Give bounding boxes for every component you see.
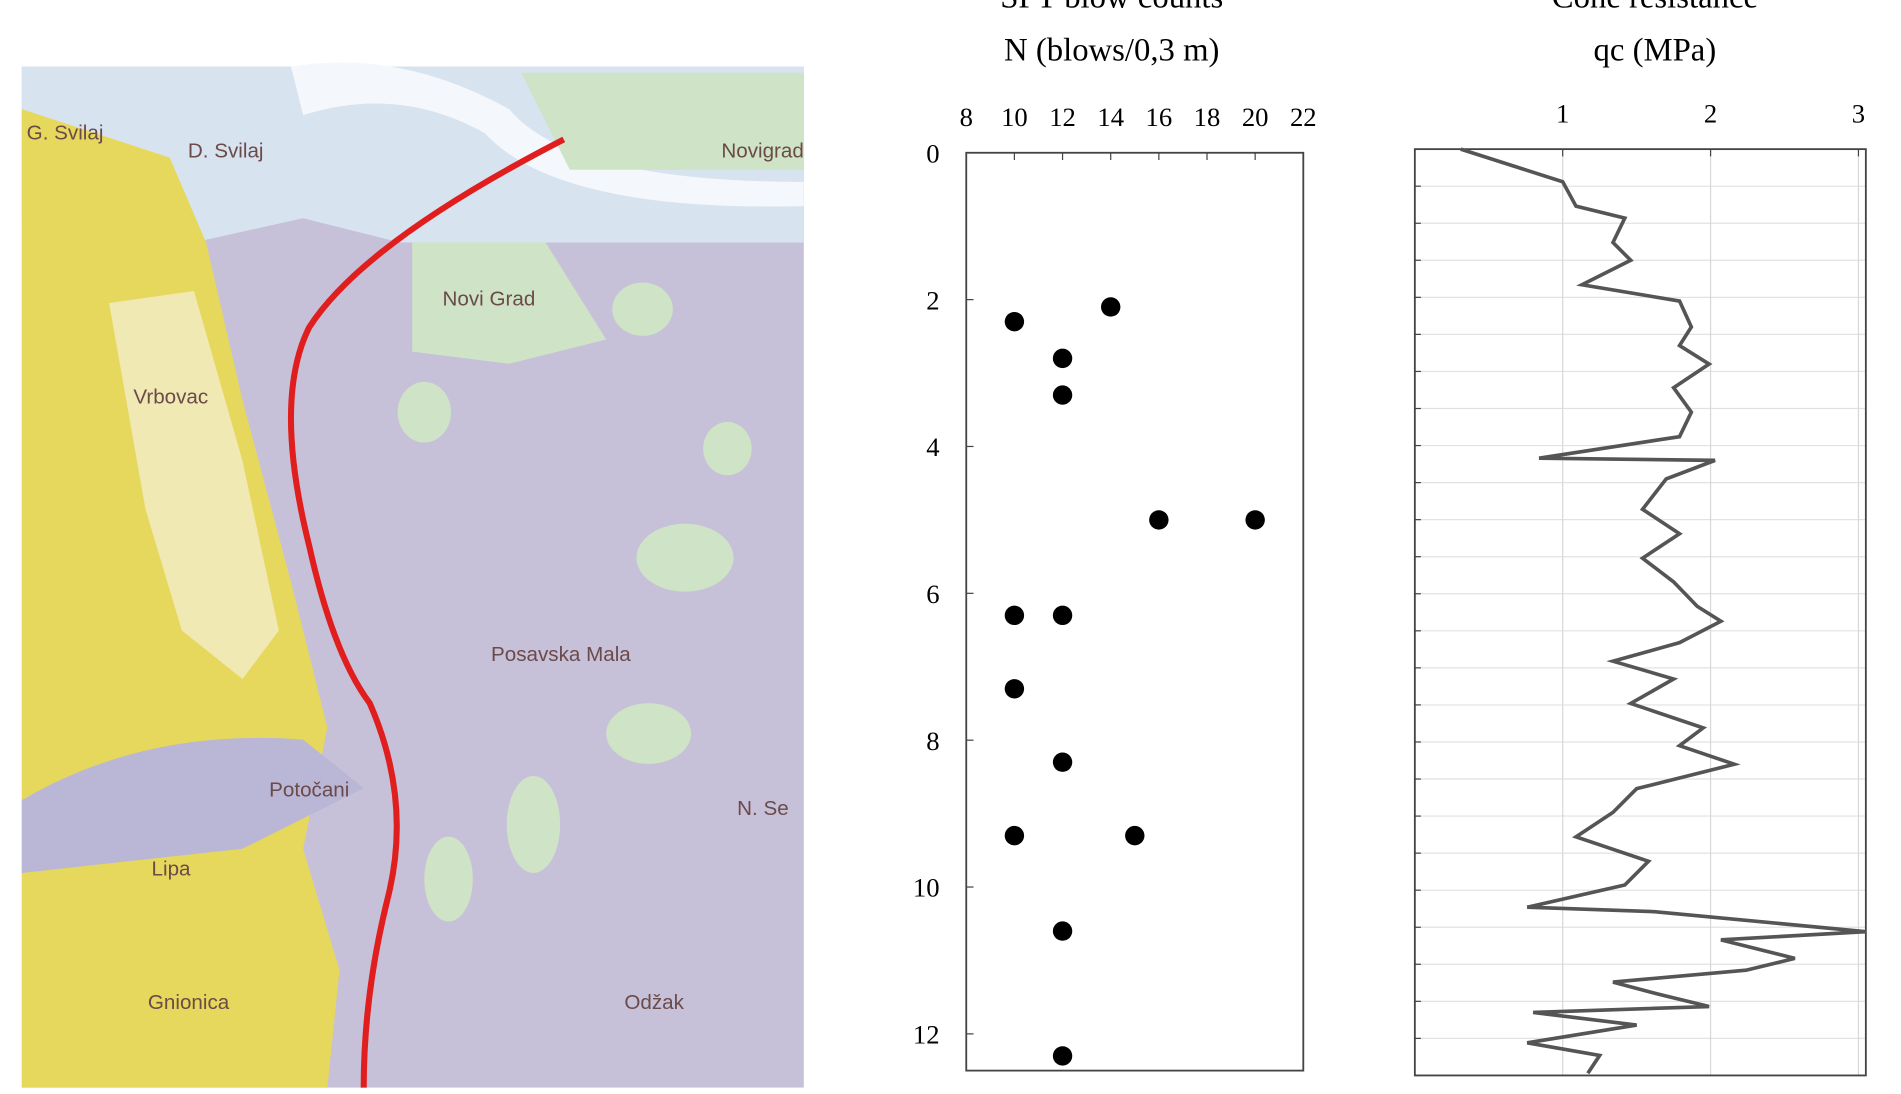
map-green-patch <box>397 381 452 443</box>
map-green-patch <box>612 282 673 336</box>
y-tick-label: 12 <box>913 1020 940 1050</box>
map-label: Gnionica <box>148 991 230 1014</box>
data-point <box>1052 385 1073 405</box>
map-valley <box>21 737 364 873</box>
data-point <box>1004 311 1025 332</box>
x-tick-label: 1 <box>1556 98 1569 128</box>
x-axis-label: N (blows/0,3 m) <box>1004 33 1219 69</box>
data-point <box>1052 752 1073 772</box>
plot-frame <box>965 151 1305 1072</box>
map-green-patch <box>703 421 752 476</box>
x-tick-label: 14 <box>1097 102 1124 132</box>
chart-title: SPT blow counts <box>1000 0 1223 15</box>
map-label: Posavska Mala <box>491 643 631 666</box>
y-tick-label: 8 <box>926 726 939 756</box>
map-green-patch <box>412 242 607 364</box>
map-label: N. Se <box>737 797 789 820</box>
x-tick-label: 3 <box>1852 98 1865 128</box>
data-point <box>1149 510 1169 530</box>
y-tick-label: 10 <box>913 873 940 903</box>
plot-frame <box>1413 148 1867 1077</box>
data-point <box>1004 605 1025 626</box>
x-tick-label: 20 <box>1242 102 1269 132</box>
y-tick-label: 6 <box>926 579 939 609</box>
chart-title: Cone resistance <box>1552 0 1758 15</box>
data-point <box>1125 825 1145 846</box>
map-label: Novigrad <box>721 140 803 163</box>
x-tick-label: 22 <box>1290 102 1317 132</box>
route-line <box>287 136 566 1088</box>
map-label: D. Svilaj <box>188 140 264 163</box>
y-tick-label: 4 <box>926 432 939 462</box>
map-label: Lipa <box>152 857 192 880</box>
data-point <box>1052 605 1073 626</box>
y-tick-label: 2 <box>926 285 939 315</box>
data-point <box>1052 921 1073 941</box>
map-green-patch <box>606 703 692 764</box>
map-label: G. Svilaj <box>27 121 104 144</box>
map-label: Novi Grad <box>443 288 536 311</box>
x-tick-label: 2 <box>1704 98 1717 128</box>
y-tick-label: 0 <box>926 138 939 168</box>
x-tick-label: 18 <box>1194 102 1221 132</box>
data-line <box>1460 147 1867 1075</box>
map-label: Potočani <box>269 779 349 802</box>
map-green-patch <box>506 775 561 873</box>
x-tick-label: 12 <box>1049 102 1076 132</box>
data-point <box>1052 348 1073 369</box>
map-label: Vrbovac <box>133 386 208 409</box>
map-label: Odžak <box>624 991 684 1014</box>
map-green-patch <box>636 523 734 592</box>
map-pale-unit <box>109 290 279 679</box>
data-point <box>1004 679 1025 699</box>
map-green-patch <box>424 836 473 922</box>
data-point <box>1052 1046 1073 1066</box>
x-axis-label: qc (MPa) <box>1594 33 1717 69</box>
map-green-patch <box>521 72 804 170</box>
data-point <box>1245 510 1265 530</box>
data-point <box>1004 825 1025 846</box>
x-tick-label: 16 <box>1146 102 1173 132</box>
map-river <box>290 62 804 207</box>
x-tick-label: 8 <box>960 102 973 132</box>
x-tick-label: 10 <box>1001 102 1028 132</box>
geologic-map: G. Svilaj D. Svilaj Novigrad Novi Grad Vrbov… <box>21 62 804 1088</box>
data-point <box>1101 297 1121 317</box>
